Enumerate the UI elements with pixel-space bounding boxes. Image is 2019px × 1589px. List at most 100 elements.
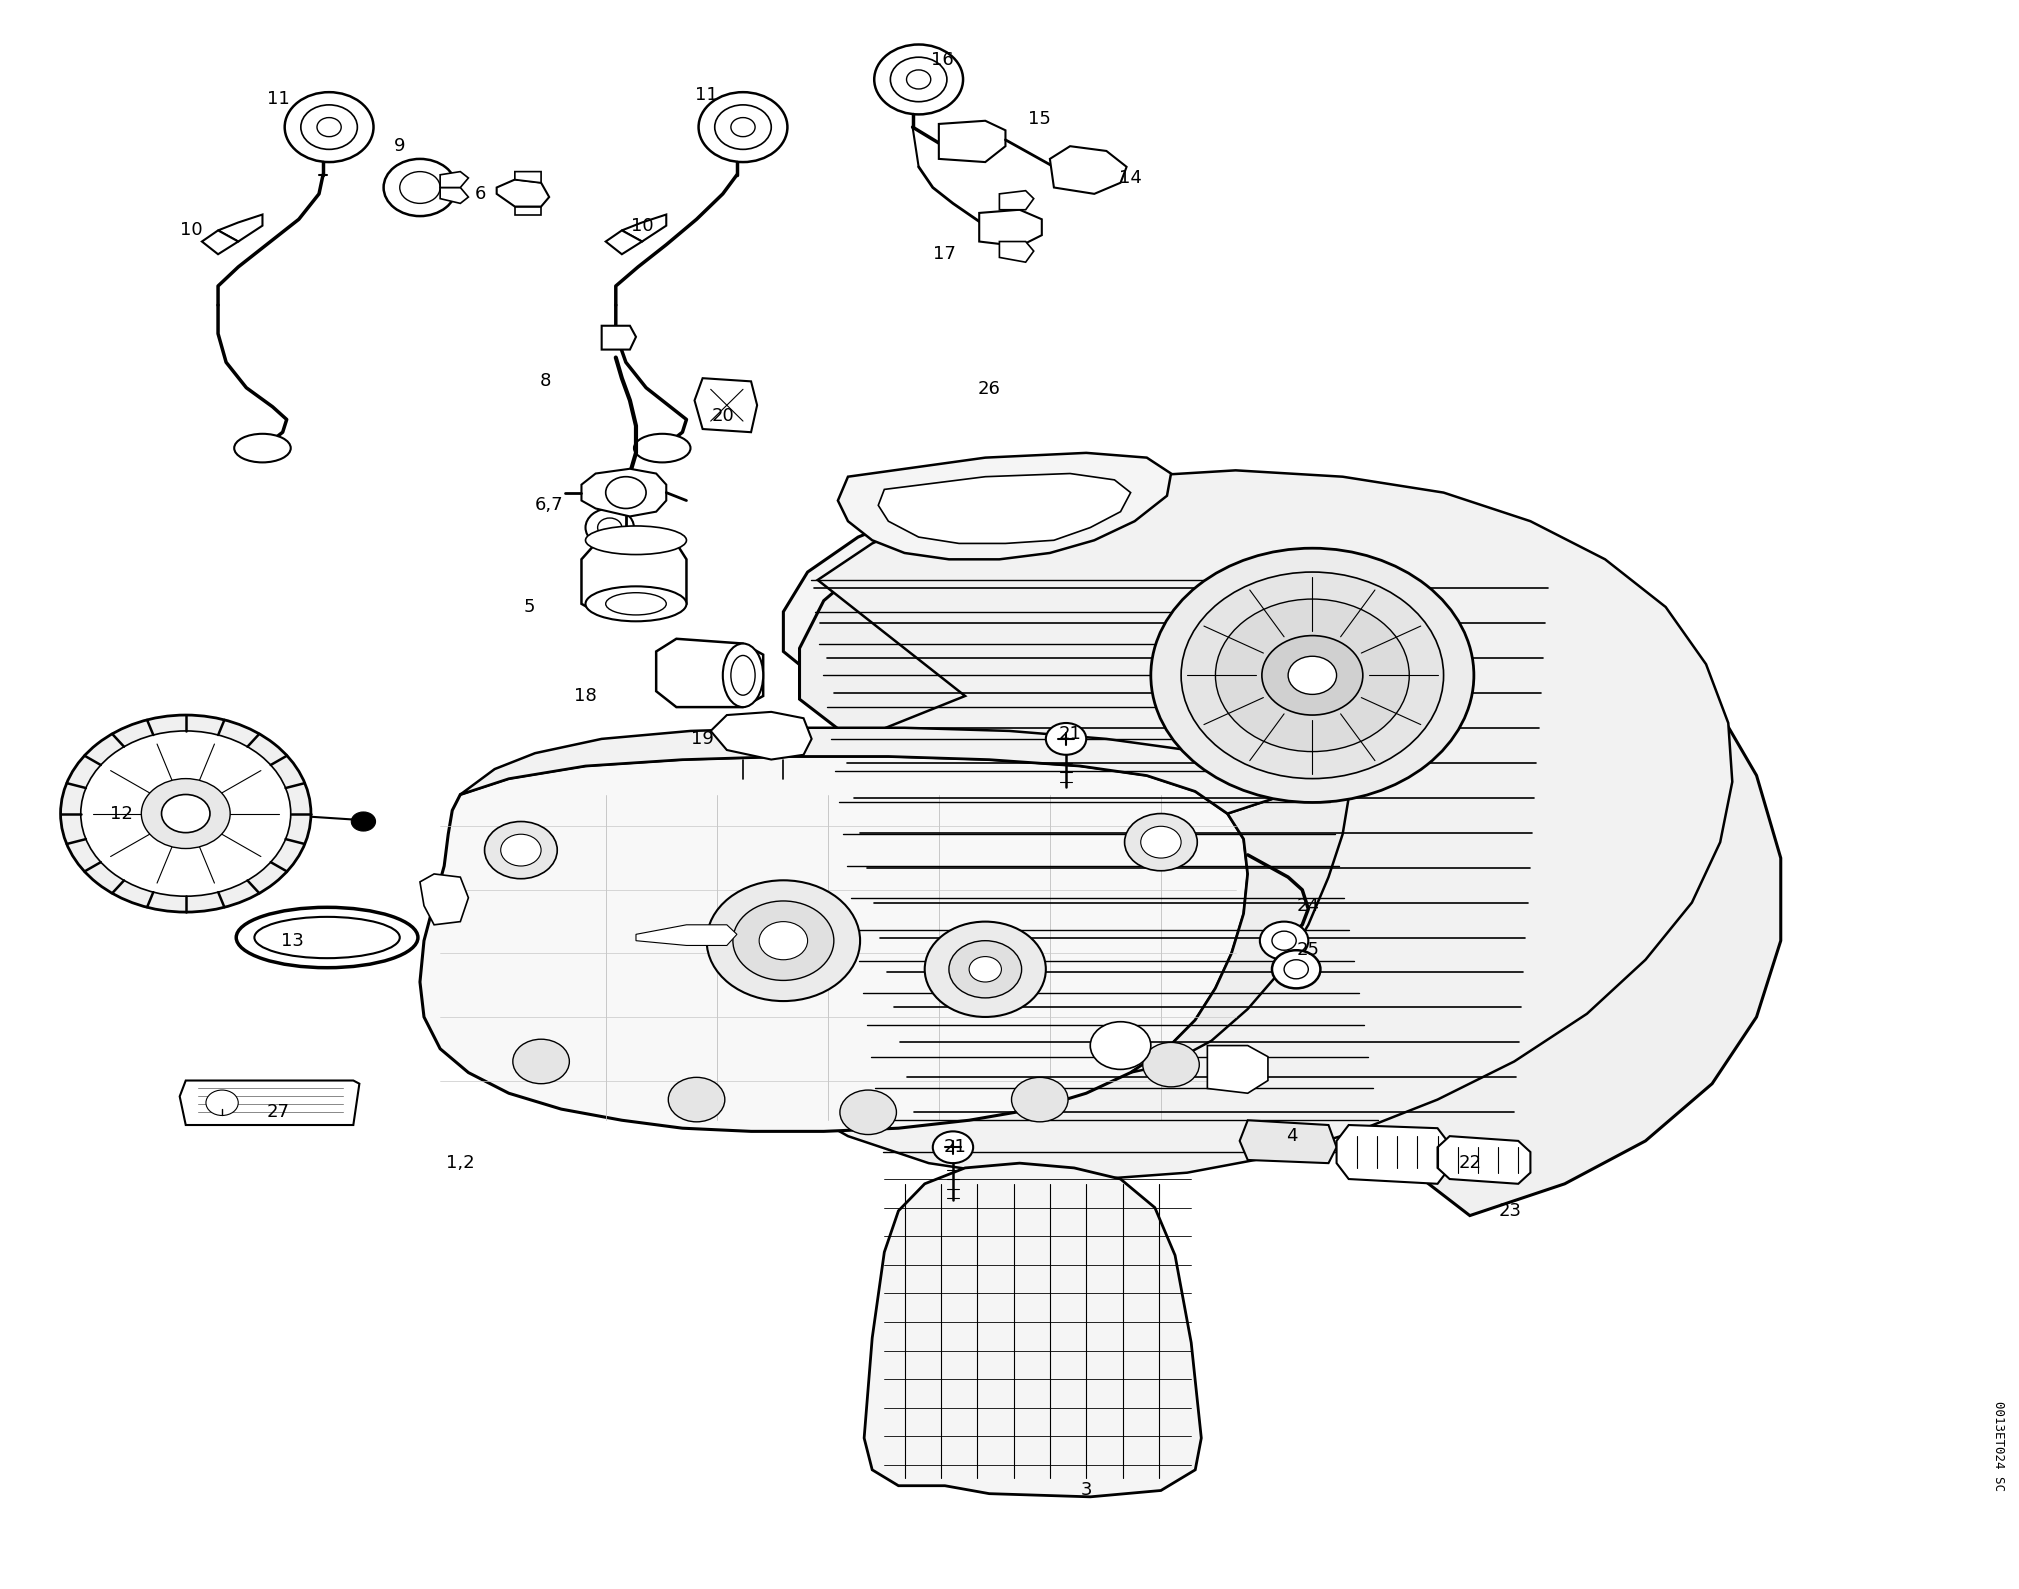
Circle shape [699,92,787,162]
Circle shape [1143,1042,1199,1087]
Text: 17: 17 [933,245,957,264]
Polygon shape [1438,1136,1530,1184]
Text: 14: 14 [1119,168,1143,188]
Circle shape [733,901,834,980]
Circle shape [206,1090,238,1115]
Polygon shape [581,469,666,516]
Circle shape [384,159,456,216]
Polygon shape [515,207,541,215]
Text: 4: 4 [1286,1127,1298,1146]
Circle shape [598,518,622,537]
Polygon shape [581,537,686,617]
Polygon shape [515,172,541,183]
Circle shape [485,822,557,879]
Circle shape [81,731,291,896]
Text: 16: 16 [931,51,955,70]
Ellipse shape [586,526,686,555]
Circle shape [586,508,634,547]
Circle shape [351,812,376,831]
Text: 11: 11 [695,86,719,105]
Circle shape [907,70,931,89]
Circle shape [668,1077,725,1122]
Text: 26: 26 [977,380,1001,399]
Polygon shape [1337,1125,1450,1184]
Ellipse shape [723,644,763,707]
Polygon shape [939,121,1005,162]
Circle shape [1284,960,1308,979]
Text: 3: 3 [1080,1481,1092,1500]
Circle shape [1215,599,1409,752]
Polygon shape [440,188,468,203]
Circle shape [1181,572,1444,779]
Text: 0013ET024 SC: 0013ET024 SC [1993,1401,2005,1490]
Text: 9: 9 [394,137,406,156]
Polygon shape [999,242,1034,262]
Polygon shape [1207,1046,1268,1093]
Ellipse shape [731,655,755,696]
Circle shape [162,794,210,833]
Circle shape [61,715,311,912]
Text: 12: 12 [109,804,133,823]
Polygon shape [440,172,468,188]
Polygon shape [180,1081,359,1125]
Text: 18: 18 [573,686,598,706]
Circle shape [1090,1022,1151,1069]
Circle shape [301,105,357,149]
Ellipse shape [634,434,690,462]
Text: 20: 20 [711,407,735,426]
Circle shape [949,941,1022,998]
Text: 21: 21 [1058,725,1082,744]
Circle shape [890,57,947,102]
Circle shape [1012,1077,1068,1122]
Text: 21: 21 [943,1138,967,1157]
Polygon shape [602,326,636,350]
Text: Powered by Visions: Powered by Visions [575,755,1444,834]
Text: 5: 5 [523,597,535,617]
Text: 15: 15 [1028,110,1052,129]
Polygon shape [420,756,1248,1131]
Ellipse shape [606,593,666,615]
Circle shape [1141,826,1181,858]
Polygon shape [622,215,666,242]
Circle shape [840,1090,896,1135]
Text: 8: 8 [539,372,551,391]
Circle shape [1272,931,1296,950]
Circle shape [1046,723,1086,755]
Ellipse shape [234,434,291,462]
Polygon shape [202,230,238,254]
Polygon shape [711,712,812,760]
Circle shape [715,105,771,149]
Polygon shape [695,378,757,432]
Circle shape [1262,636,1363,715]
Text: 6: 6 [474,184,487,203]
Circle shape [1151,548,1474,802]
Circle shape [606,477,646,508]
Circle shape [1125,814,1197,871]
Polygon shape [838,453,1171,559]
Text: 11: 11 [267,89,291,108]
Polygon shape [656,639,763,707]
Polygon shape [497,180,549,207]
Polygon shape [979,210,1042,246]
Polygon shape [606,230,642,254]
Text: 25: 25 [1296,941,1320,960]
Polygon shape [999,191,1034,210]
Circle shape [933,1131,973,1163]
Polygon shape [697,470,1732,1179]
Circle shape [317,118,341,137]
Text: 13: 13 [281,931,305,950]
Text: 10: 10 [630,216,654,235]
Polygon shape [878,474,1131,543]
Ellipse shape [586,586,686,621]
Circle shape [141,779,230,849]
Text: 24: 24 [1296,896,1320,915]
Polygon shape [1240,1120,1337,1163]
Circle shape [513,1039,569,1084]
Text: 27: 27 [267,1103,291,1122]
Circle shape [400,172,440,203]
Polygon shape [460,728,1349,814]
Circle shape [1272,950,1320,988]
Polygon shape [1131,787,1349,1073]
Polygon shape [800,489,1781,1216]
Circle shape [731,118,755,137]
